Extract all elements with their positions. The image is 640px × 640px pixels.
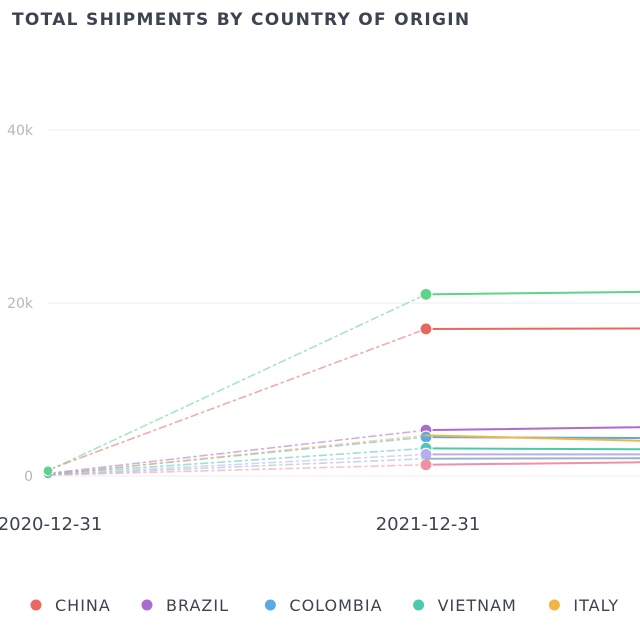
series-unnamed-5 <box>47 447 640 476</box>
series-line-segment <box>47 434 427 476</box>
legend-item-vietnam[interactable]: VIETNAM <box>413 596 517 615</box>
series-line-segment <box>47 453 427 476</box>
legend[interactable]: CHINA BRAZIL COLOMBIA VIETNAM ITALY <box>30 596 620 615</box>
series-line-segment <box>47 463 427 476</box>
data-point <box>419 458 433 472</box>
series-line-segment <box>425 290 640 296</box>
series-line-segment <box>47 457 427 476</box>
series-line-segment <box>47 293 427 472</box>
legend-label: VIETNAM <box>438 596 517 615</box>
series-china <box>42 322 640 476</box>
legend-swatch <box>413 599 425 611</box>
series-unnamed-6 <box>42 287 640 477</box>
chart-title: TOTAL SHIPMENTS BY COUNTRY OF ORIGIN <box>12 10 471 30</box>
legend-item-colombia[interactable]: COLOMBIA <box>264 596 383 615</box>
legend-label: ITALY <box>573 596 619 615</box>
series-unnamed-8 <box>47 457 640 476</box>
series-line-segment <box>425 457 640 460</box>
legend-swatch <box>30 599 42 611</box>
series-unnamed-7 <box>47 458 640 476</box>
y-axis: 0 20k 40k <box>7 123 34 485</box>
legend-label: BRAZIL <box>166 596 229 615</box>
series-line-segment <box>425 327 640 330</box>
series-line-segment <box>425 426 640 432</box>
series-line-segment <box>47 328 427 471</box>
legend-label: CHINA <box>55 596 111 615</box>
legend-label: COLOMBIA <box>289 596 382 615</box>
series-line-segment <box>47 447 427 475</box>
gridlines <box>48 129 640 477</box>
legend-item-italy[interactable]: ITALY <box>548 596 619 615</box>
series-line-segment <box>425 447 640 451</box>
series-line-segment <box>47 429 427 475</box>
series <box>42 287 640 480</box>
legend-swatch <box>548 599 560 611</box>
data-point <box>419 322 433 336</box>
data-point <box>419 430 433 444</box>
series-line-segment <box>425 461 640 466</box>
legend-item-china[interactable]: CHINA <box>30 596 111 615</box>
series-line-segment <box>425 434 640 442</box>
legend-swatch <box>141 599 153 611</box>
y-tick-label: 40k <box>7 123 34 139</box>
legend-swatch <box>264 599 276 611</box>
y-tick-label: 20k <box>7 296 34 312</box>
series-italy <box>47 434 640 476</box>
data-point <box>419 287 433 301</box>
x-tick-label: 2021-12-31 <box>376 514 481 535</box>
x-tick-label: 2020-12-31 <box>0 514 102 535</box>
legend-item-brazil[interactable]: BRAZIL <box>141 596 229 615</box>
y-tick-label: 0 <box>24 469 33 485</box>
